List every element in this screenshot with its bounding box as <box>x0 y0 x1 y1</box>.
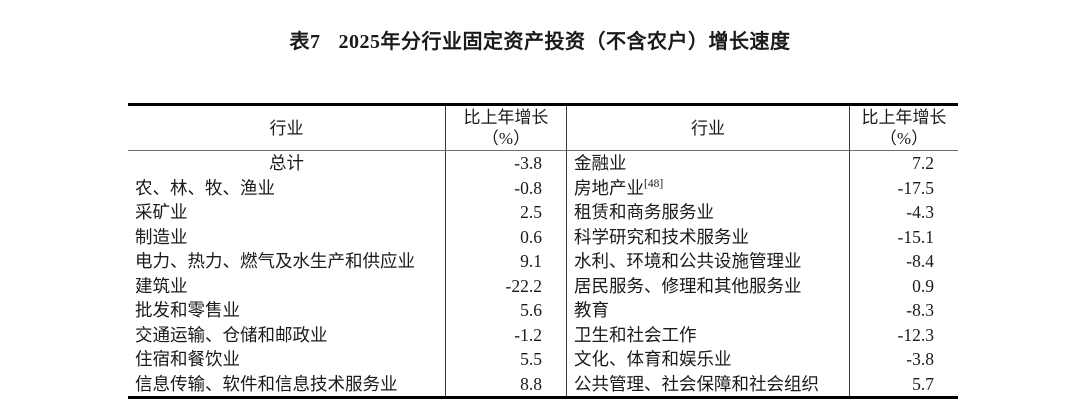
value-cell: -3.8 <box>446 151 567 176</box>
value-cell: 5.6 <box>446 298 567 323</box>
value-cell: 8.8 <box>446 371 567 396</box>
industry-cell: 批发和零售业 <box>128 298 446 323</box>
table-number: 表7 <box>289 31 321 53</box>
industry-cell: 农、林、牧、渔业 <box>128 175 446 200</box>
table-caption: 表7 2025年分行业固定资产投资（不含农户）增长速度 <box>0 25 1080 54</box>
value-cell: 7.2 <box>912 153 934 173</box>
industry-cell: 交通运输、仓储和邮政业 <box>128 322 446 347</box>
investment-growth-table: 行业 比上年增长 （%） 行业 比上年增长 （%） 总计 -3.8 金融业 7.… <box>128 103 958 399</box>
col-header-industry-right: 行业 <box>567 106 850 151</box>
industry-cell: 房地产业[48] <box>567 175 850 200</box>
value-cell: 5.5 <box>446 347 567 372</box>
footnote-ref: [48] <box>644 177 664 190</box>
industry-label: 房地产业 <box>574 177 644 198</box>
value-cell: -0.8 <box>446 175 567 200</box>
value-cell: 0.6 <box>446 224 567 249</box>
industry-cell: 信息传输、软件和信息技术服务业 <box>128 371 446 396</box>
industry-cell: 电力、热力、燃气及水生产和供应业 <box>128 249 446 274</box>
value-cell: 2.5 <box>446 200 567 225</box>
value-cell: 5.7 <box>912 373 934 394</box>
col-header-growth-left: 比上年增长 （%） <box>446 106 567 151</box>
value-cell: -1.2 <box>446 322 567 347</box>
industry-cell: 采矿业 <box>128 200 446 225</box>
industry-cell: 教育 <box>567 298 850 323</box>
value-cell: -8.3 <box>906 300 934 320</box>
industry-cell: 文化、体育和娱乐业 <box>567 347 850 372</box>
value-cell: -17.5 <box>897 177 934 198</box>
industry-cell: 建筑业 <box>128 273 446 298</box>
industry-cell: 租赁和商务服务业 <box>567 200 850 225</box>
industry-cell: 公共管理、社会保障和社会组织 <box>567 371 850 396</box>
value-cell: -3.8 <box>906 349 934 369</box>
value-cell: -15.1 <box>897 226 934 247</box>
col-header-growth-line1: 比上年增长 <box>861 108 947 127</box>
col-header-growth-line1: 比上年增长 <box>463 108 549 127</box>
industry-cell: 制造业 <box>128 224 446 249</box>
value-cell: -8.4 <box>906 251 934 271</box>
col-header-growth-line2: （%） <box>879 129 929 148</box>
value-cell: 0.9 <box>912 275 934 296</box>
col-header-industry-left: 行业 <box>128 106 446 151</box>
industry-cell: 水利、环境和公共设施管理业 <box>567 249 850 274</box>
industry-cell: 住宿和餐饮业 <box>128 347 446 372</box>
industry-cell: 总计 <box>128 151 446 176</box>
industry-cell: 金融业 <box>567 151 850 176</box>
value-cell: -22.2 <box>446 273 567 298</box>
table-title: 2025年分行业固定资产投资（不含农户）增长速度 <box>338 31 791 53</box>
industry-cell: 科学研究和技术服务业 <box>567 224 850 249</box>
value-cell: -12.3 <box>897 324 934 345</box>
industry-cell: 居民服务、修理和其他服务业 <box>567 273 850 298</box>
value-cell: 9.1 <box>446 249 567 274</box>
col-header-growth-line2: （%） <box>481 129 531 148</box>
col-header-growth-right: 比上年增长 （%） <box>850 106 958 151</box>
value-cell: -4.3 <box>906 202 934 222</box>
industry-cell: 卫生和社会工作 <box>567 322 850 347</box>
